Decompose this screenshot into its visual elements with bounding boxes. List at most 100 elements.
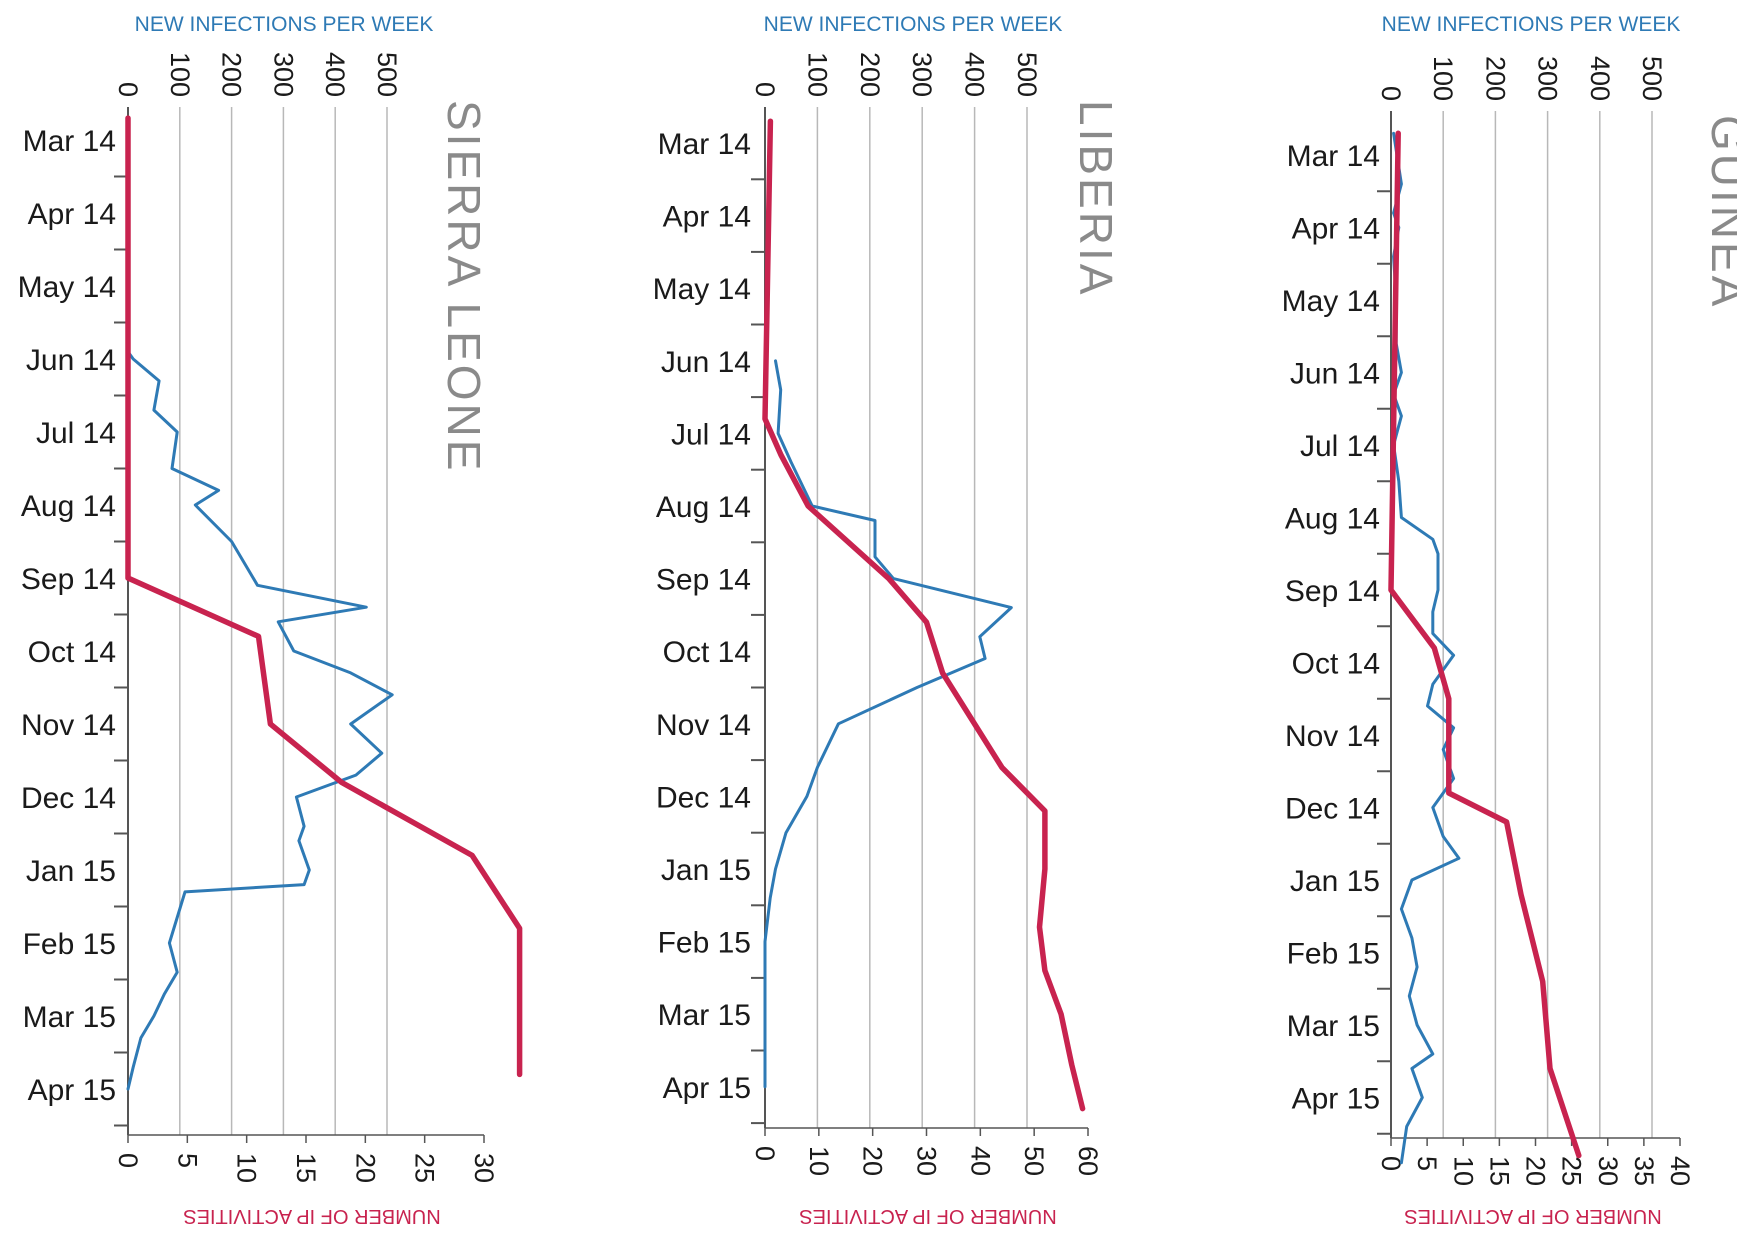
bottom-axis-title: NUMBER OF IP ACTIVITIES bbox=[799, 1205, 1056, 1227]
bottom-tick-label: 15 bbox=[1484, 1156, 1514, 1186]
month-label: Jan 15 bbox=[26, 855, 116, 888]
top-tick-label: 500 bbox=[372, 52, 402, 97]
bottom-tick-label: 30 bbox=[469, 1153, 499, 1183]
bottom-tick-label: 10 bbox=[804, 1146, 834, 1176]
month-label: Jan 15 bbox=[661, 854, 751, 887]
bottom-tick-label: 35 bbox=[1629, 1156, 1659, 1186]
top-tick-label: 300 bbox=[907, 52, 937, 97]
top-tick-label: 200 bbox=[217, 52, 247, 97]
top-tick-label: 200 bbox=[1480, 56, 1510, 101]
month-label: Mar 14 bbox=[23, 125, 116, 158]
month-label: Nov 14 bbox=[656, 709, 751, 742]
infections-series-line bbox=[763, 359, 1013, 1089]
month-label: Mar 15 bbox=[658, 999, 751, 1032]
month-label: Feb 15 bbox=[1287, 938, 1380, 971]
bottom-tick-label: 0 bbox=[1376, 1156, 1406, 1171]
month-label: Nov 14 bbox=[1285, 720, 1380, 753]
top-axis-title: NEW INFECTIONS PER WEEK bbox=[1382, 13, 1681, 36]
month-label: Jun 14 bbox=[1290, 358, 1380, 391]
month-label: May 14 bbox=[1282, 285, 1380, 318]
month-label: Mar 14 bbox=[1287, 140, 1380, 173]
top-tick-label: 400 bbox=[320, 52, 350, 97]
bottom-tick-label: 40 bbox=[965, 1146, 995, 1176]
infections-series-line bbox=[1392, 131, 1461, 1165]
month-label: Sep 14 bbox=[1285, 575, 1380, 608]
bottom-tick-label: 30 bbox=[1593, 1156, 1623, 1186]
month-label: Apr 15 bbox=[1292, 1083, 1380, 1116]
month-label: Apr 14 bbox=[1292, 213, 1380, 246]
month-label: Mar 15 bbox=[23, 1001, 116, 1034]
top-tick-label: 0 bbox=[1376, 86, 1406, 101]
country-title: SIERRA LEONE bbox=[438, 100, 490, 473]
top-tick-label: 500 bbox=[1012, 52, 1042, 97]
bottom-tick-label: 0 bbox=[113, 1153, 143, 1168]
bottom-tick-label: 40 bbox=[1665, 1156, 1695, 1186]
bottom-tick-label: 20 bbox=[350, 1153, 380, 1183]
month-label: Aug 14 bbox=[21, 490, 116, 523]
bottom-tick-label: 60 bbox=[1073, 1146, 1103, 1176]
country-title: LIBERIA bbox=[1070, 100, 1122, 297]
month-label: Apr 14 bbox=[28, 198, 116, 231]
month-label: Feb 15 bbox=[658, 927, 751, 960]
month-label: Jul 14 bbox=[1300, 430, 1380, 463]
top-tick-label: 400 bbox=[960, 52, 990, 97]
bottom-axis-title: NUMBER OF IP ACTIVITIES bbox=[183, 1205, 440, 1227]
bottom-tick-label: 25 bbox=[1557, 1156, 1587, 1186]
top-tick-label: 400 bbox=[1585, 56, 1615, 101]
top-tick-label: 100 bbox=[165, 52, 195, 97]
top-tick-label: 500 bbox=[1637, 56, 1667, 101]
month-label: Dec 14 bbox=[21, 782, 116, 815]
month-label: Oct 14 bbox=[28, 636, 116, 669]
chart-panel-1: NEW INFECTIONS PER WEEK 0 100 200 300 400 500 M… bbox=[653, 13, 1122, 1227]
month-label: Jul 14 bbox=[671, 418, 751, 451]
infections-series-line bbox=[126, 350, 394, 1091]
bottom-tick-label: 10 bbox=[232, 1153, 262, 1183]
bottom-tick-label: 50 bbox=[1019, 1146, 1049, 1176]
top-axis-title: NEW INFECTIONS PER WEEK bbox=[135, 13, 434, 36]
month-label: Jun 14 bbox=[661, 346, 751, 379]
month-label: Jan 15 bbox=[1290, 865, 1380, 898]
bottom-axis-title: NUMBER OF IP ACTIVITIES bbox=[1404, 1205, 1661, 1227]
top-tick-label: 300 bbox=[1533, 56, 1563, 101]
bottom-tick-label: 20 bbox=[858, 1146, 888, 1176]
bottom-tick-label: 25 bbox=[410, 1153, 440, 1183]
bottom-tick-label: 20 bbox=[1521, 1156, 1551, 1186]
ip-activities-series-line bbox=[1388, 130, 1582, 1159]
bottom-tick-label: 0 bbox=[750, 1146, 780, 1161]
month-label: Oct 14 bbox=[1292, 648, 1380, 681]
month-label: Feb 15 bbox=[23, 928, 116, 961]
ip-activities-series-line bbox=[125, 115, 523, 1078]
top-tick-label: 200 bbox=[855, 52, 885, 97]
month-label: Sep 14 bbox=[21, 563, 116, 596]
top-tick-label: 0 bbox=[113, 82, 143, 97]
month-label: Dec 14 bbox=[656, 781, 751, 814]
month-label: Aug 14 bbox=[1285, 503, 1380, 536]
bottom-tick-label: 5 bbox=[172, 1153, 202, 1168]
bottom-tick-label: 10 bbox=[1448, 1156, 1478, 1186]
top-tick-label: 100 bbox=[1428, 56, 1458, 101]
month-label: May 14 bbox=[18, 271, 116, 304]
month-label: Nov 14 bbox=[21, 709, 116, 742]
top-tick-label: 300 bbox=[268, 52, 298, 97]
month-label: May 14 bbox=[653, 273, 751, 306]
month-label: Mar 15 bbox=[1287, 1010, 1380, 1043]
month-label: Sep 14 bbox=[656, 564, 751, 597]
month-label: Jun 14 bbox=[26, 344, 116, 377]
country-title: GUINEA bbox=[1702, 115, 1737, 309]
month-label: Apr 15 bbox=[28, 1074, 116, 1107]
bottom-tick-label: 5 bbox=[1412, 1156, 1442, 1171]
month-label: Oct 14 bbox=[663, 636, 751, 669]
month-label: Jul 14 bbox=[36, 417, 116, 450]
bottom-tick-label: 15 bbox=[291, 1153, 321, 1183]
month-label: Mar 14 bbox=[658, 128, 751, 161]
ip-activities-series-line bbox=[762, 118, 1086, 1112]
top-axis-title: NEW INFECTIONS PER WEEK bbox=[764, 13, 1063, 36]
bottom-tick-label: 30 bbox=[912, 1146, 942, 1176]
month-label: Apr 15 bbox=[663, 1072, 751, 1105]
month-label: Apr 14 bbox=[663, 201, 751, 234]
month-label: Aug 14 bbox=[656, 491, 751, 524]
top-tick-label: 100 bbox=[802, 52, 832, 97]
